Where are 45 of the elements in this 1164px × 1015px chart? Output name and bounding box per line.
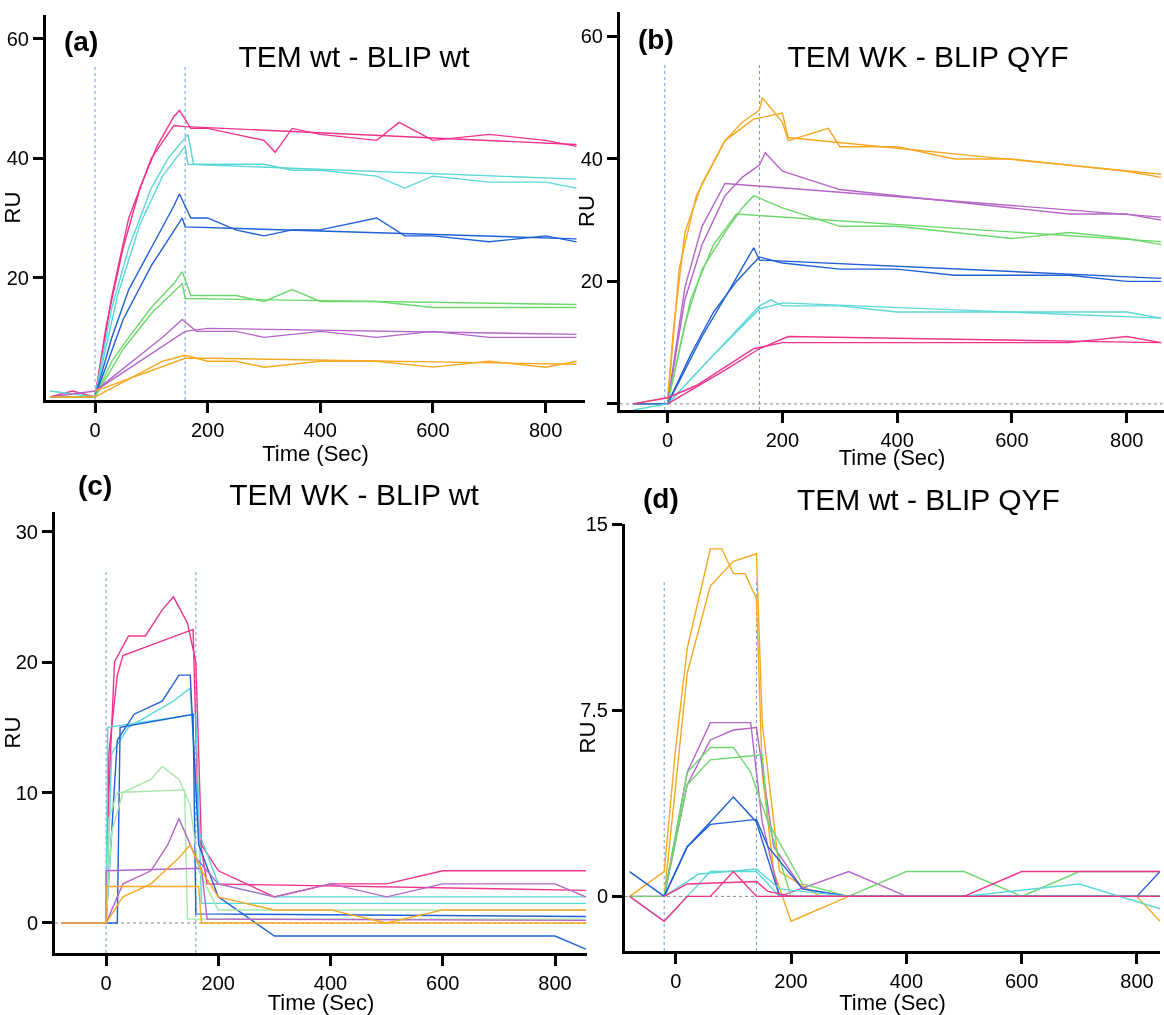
x-tick-label: 600 [995,429,1029,451]
y-tick-label: 40 [580,147,603,170]
x-tick-label: 200 [201,972,235,994]
x-tick-label: 0 [100,972,112,994]
y-tick-label: 60 [6,27,29,50]
y-axis-title: RU [0,716,25,749]
x-tick-label: 800 [528,419,563,441]
y-tick-label: 40 [6,147,29,170]
y-axis-title: RU [0,191,25,224]
y-tick-label: 7.5 [580,699,608,722]
text: TEM WK - BLIP QYF [787,39,1069,73]
y-tick-label: 20 [6,266,29,289]
y-tick-label: 15 [585,513,608,535]
x-tick-label: 400 [889,970,924,992]
x-tick-label: 800 [538,972,572,994]
annotation: (b) [638,24,674,55]
x-tick-label: 800 [1120,970,1154,992]
x-axis-title: Time (Sec) [839,990,946,1015]
x-tick-label: 200 [765,429,800,451]
y-tick-label: 10 [15,781,38,804]
x-axis-title: Time (Sec) [262,441,369,466]
x-tick-label: 0 [89,419,101,441]
y-axis-title: RU [575,721,600,754]
chart-title: TEM wt - BLIP QYF [796,483,1060,517]
y-tick-label: 30 [15,520,38,543]
x-tick-label: 600 [416,419,450,441]
chart-title: TEM WK - BLIP wt [229,478,480,512]
text: (d) [643,483,679,514]
y-tick-label: 60 [580,25,603,48]
y-axis-title: RU [574,195,599,227]
x-tick-label: 800 [1110,429,1144,451]
y-tick-label: 0 [26,911,38,934]
y-tick-label: 20 [580,270,603,293]
text: (c) [78,470,113,501]
y-tick-label: 20 [15,651,38,674]
y-tick-label: 0 [596,885,608,908]
annotation: (a) [64,26,99,57]
x-tick-label: 200 [774,970,808,992]
x-tick-label: 200 [190,419,225,441]
x-tick-label: 0 [662,429,674,451]
x-tick-label: 600 [426,972,460,994]
x-tick-label: 0 [670,970,682,992]
x-tick-label: 600 [1004,970,1039,992]
x-tick-label: 400 [303,419,337,441]
text: TEM wt - BLIP wt [238,39,471,73]
